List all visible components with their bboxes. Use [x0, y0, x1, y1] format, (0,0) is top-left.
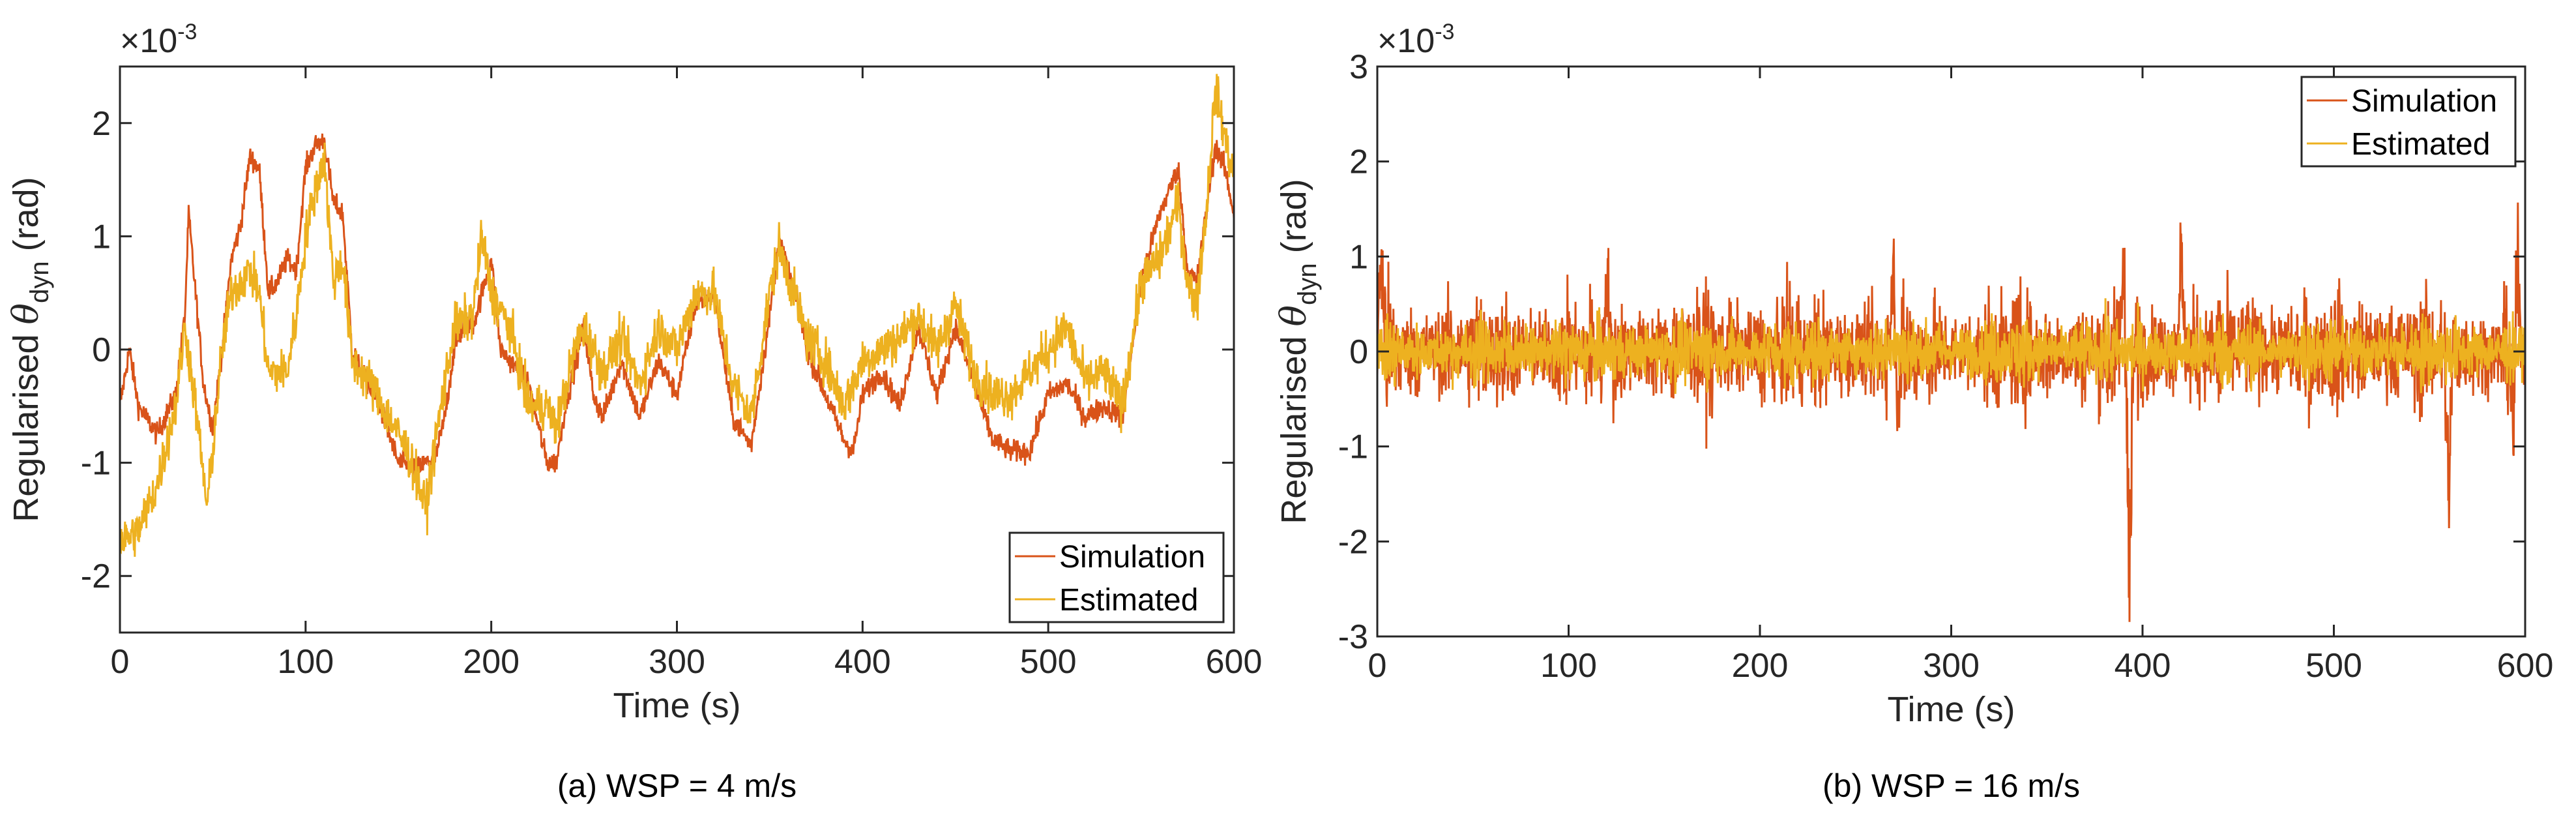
y-multiplier-exponent: -3 [177, 20, 197, 44]
legend-label-simulation: Simulation [2351, 84, 2497, 119]
y-axis-label: Regularised θdyn (rad) [1273, 179, 1322, 524]
x-tick-label: 200 [463, 643, 520, 681]
x-tick-label: 400 [2115, 647, 2171, 685]
y-multiplier-exponent: -3 [1435, 20, 1454, 44]
y-multiplier: ×10-3 [120, 20, 197, 60]
x-tick-label: 0 [1368, 647, 1387, 685]
x-tick-label: 300 [1923, 647, 1980, 685]
y-label-subscript: dyn [25, 261, 54, 303]
x-tick-label: 0 [111, 643, 130, 681]
y-label-main: Regularised [7, 324, 46, 522]
x-axis-label: Time (s) [613, 686, 741, 725]
legend-label-estimated: Estimated [2351, 127, 2490, 162]
y-tick-label: 3 [1349, 48, 1368, 86]
y-tick-label: 1 [1349, 238, 1368, 276]
legend-label-simulation: Simulation [1059, 540, 1205, 575]
y-tick-label: 1 [92, 218, 111, 256]
x-axis-label: Time (s) [1888, 690, 2015, 729]
series-simulation-line [120, 133, 1234, 479]
x-tick-label: 300 [649, 643, 705, 681]
panel-caption: (b) WSP = 16 m/s [1822, 768, 2080, 804]
y-multiplier: ×10-3 [1377, 20, 1454, 60]
legend: Simulation Estimated [1008, 531, 1225, 623]
series-estimated-line [120, 74, 1234, 557]
y-tick-label: -2 [81, 558, 111, 595]
x-tick-label: 600 [2497, 647, 2554, 685]
y-label-unit: (rad) [7, 177, 46, 261]
y-tick-label: 2 [1349, 143, 1368, 181]
y-tick-label: -1 [81, 445, 111, 483]
x-tick-label: 400 [834, 643, 891, 681]
x-tick-label: 100 [277, 643, 334, 681]
y-tick-label: -1 [1338, 428, 1368, 466]
y-label-subscript: dyn [1293, 263, 1322, 305]
legend-label-estimated: Estimated [1059, 583, 1198, 618]
panel-caption: (a) WSP = 4 m/s [557, 768, 797, 804]
y-label-symbol: θ [1273, 305, 1314, 327]
legend-box [2300, 76, 2517, 168]
panel-a: 0 100 200 300 400 500 600 -2 -1 0 1 2 ×10-3 Time (s) R… [5, 20, 1262, 804]
y-tick-label: 2 [92, 105, 111, 143]
x-tick-label: 200 [1732, 647, 1789, 685]
series-estimated-line [1377, 298, 2525, 395]
y-tick-label: 0 [92, 331, 111, 369]
series-simulation-line [1377, 202, 2525, 622]
x-tick-label: 100 [1540, 647, 1597, 685]
y-label-symbol: θ [5, 303, 46, 325]
x-tick-label: 600 [1206, 643, 1263, 681]
y-label-unit: (rad) [1274, 179, 1313, 263]
x-tick-label: 500 [2305, 647, 2362, 685]
y-axis-label: Regularised θdyn (rad) [5, 177, 54, 522]
y-multiplier-base: ×10 [1377, 22, 1435, 60]
y-label-main: Regularised [1274, 326, 1313, 524]
y-tick-label: 0 [1349, 333, 1368, 371]
x-tick-label: 500 [1020, 643, 1077, 681]
y-tick-label: -3 [1338, 618, 1368, 656]
legend-box [1008, 531, 1225, 623]
y-tick-label: -2 [1338, 523, 1368, 561]
y-multiplier-base: ×10 [120, 22, 177, 60]
legend: Simulation Estimated [2300, 76, 2517, 168]
